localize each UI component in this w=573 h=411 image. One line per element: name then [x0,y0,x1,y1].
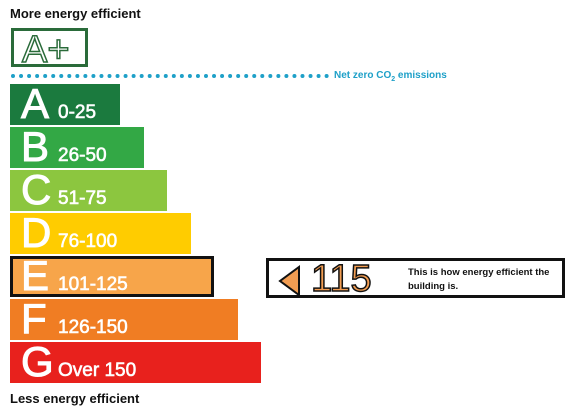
band-range: Over 150 [58,360,137,382]
net-zero-dotted-line [11,74,329,78]
band-range: 0-25 [58,102,97,124]
band-letter: E [20,252,50,299]
band-range: 26-50 [58,145,107,167]
band-g: G Over 150 [10,338,261,385]
band-range: 76-100 [58,231,118,253]
current-rating-caption: This is how energy efficient the buildin… [408,267,550,292]
pointer-arrow-icon [278,265,300,297]
band-c: C 51-75 [10,166,167,213]
band-letter: A [20,80,50,127]
band-letter: F [21,295,48,342]
band-range: 126-150 [58,317,128,339]
band-d: D 76-100 [10,209,191,256]
band-f: F 126-150 [10,295,238,342]
band-a: A 0-25 [10,80,120,127]
current-rating-indicator: 115 This is how energy efficient the bui… [266,257,565,301]
current-score: 115 [310,257,372,301]
band-b: B 26-50 [10,123,144,170]
band-letter: G [21,338,55,385]
band-letter: C [20,166,52,213]
band-range: 101-125 [58,274,128,296]
net-zero-label: Net zero CO2 emissions [334,70,447,83]
a-plus-band: A+ [11,28,88,71]
less-efficient-heading: Less energy efficient [10,391,140,406]
band-letter: D [20,209,52,256]
more-efficient-heading: More energy efficient [10,6,141,21]
band-range: 51-75 [58,188,107,210]
band-e: E 101-125 [10,252,214,299]
band-letter: B [20,123,50,170]
a-plus-label: A+ [21,29,70,71]
